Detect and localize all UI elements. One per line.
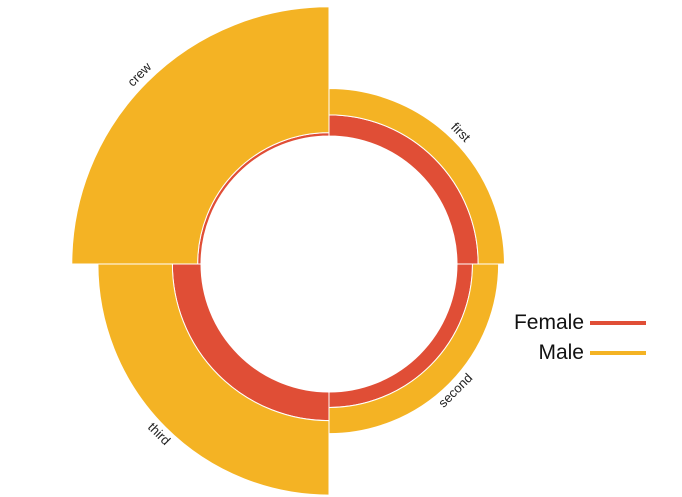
legend-label-female: Female <box>513 311 584 334</box>
legend-item-male: Male <box>490 338 660 368</box>
legend-label-male: Male <box>538 341 584 364</box>
bar-third-male <box>97 263 330 496</box>
bar-second-male <box>328 263 500 435</box>
bar-crew-male <box>71 6 330 265</box>
legend-swatch-female <box>590 321 646 325</box>
legend-item-female: Female <box>490 308 660 338</box>
legend-swatch-male <box>590 351 646 355</box>
legend: Female Male <box>490 308 660 368</box>
bar-first-male <box>328 88 505 265</box>
